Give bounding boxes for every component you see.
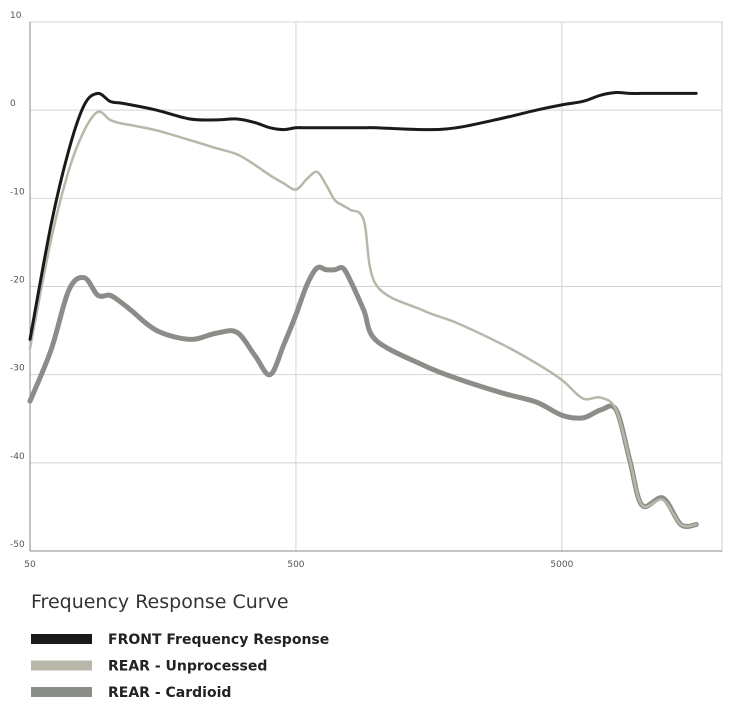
legend-swatch: [31, 687, 92, 697]
y-tick-label: -30: [10, 364, 25, 374]
y-tick-label: -50: [10, 540, 25, 550]
y-tick-label: -10: [10, 187, 25, 197]
y-tick-label: 10: [10, 11, 22, 21]
x-tick-label: 5000: [550, 560, 573, 570]
series-line: [27, 264, 699, 529]
x-tick-label: 50: [24, 560, 36, 570]
legend-label: FRONT Frequency Response: [108, 632, 329, 648]
series-line: [28, 90, 698, 341]
legend-swatch: [31, 660, 92, 671]
series-line: [28, 110, 698, 528]
x-tick-label: 500: [287, 560, 304, 570]
y-tick-label: -20: [10, 276, 25, 286]
y-tick-label: 0: [10, 99, 16, 109]
y-tick-label: -40: [10, 452, 25, 462]
legend-label: REAR - Unprocessed: [108, 659, 267, 675]
chart-title: Frequency Response Curve: [31, 591, 289, 613]
legend-label: REAR - Cardioid: [108, 685, 231, 701]
legend-swatch: [31, 634, 92, 644]
